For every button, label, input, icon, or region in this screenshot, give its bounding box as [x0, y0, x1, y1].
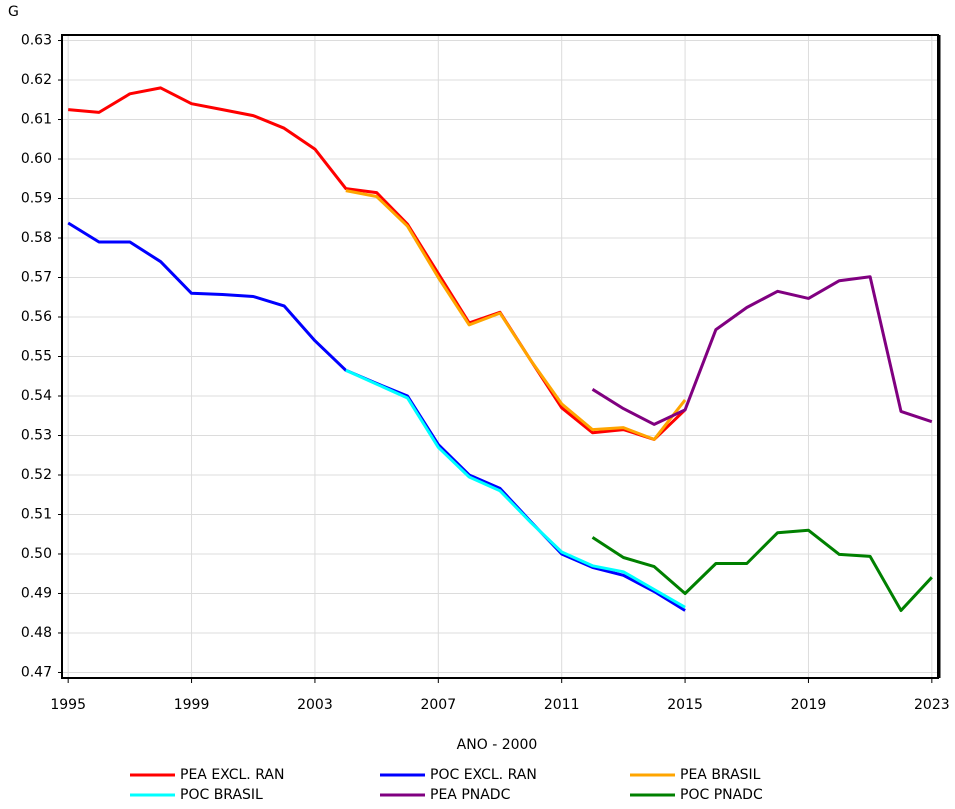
y-tick-label: 0.57 [21, 270, 52, 286]
y-tick-label: 0.58 [21, 230, 52, 246]
y-tick-label: 0.54 [21, 388, 52, 404]
legend-label: POC PNADC [680, 787, 763, 803]
y-tick-label: 0.62 [21, 72, 52, 88]
legend-label: PEA BRASIL [680, 767, 761, 783]
y-axis-label: G [8, 4, 19, 20]
x-axis-label: ANO - 2000 [457, 737, 538, 753]
y-tick-label: 0.50 [21, 546, 52, 562]
legend-label: PEA EXCL. RAN [180, 767, 284, 783]
y-tick-label: 0.48 [21, 625, 52, 641]
y-tick-label: 0.61 [21, 112, 52, 128]
series-line [345, 189, 687, 441]
y-tick-label: 0.63 [21, 33, 52, 49]
x-tick-label: 2003 [297, 697, 333, 713]
y-tick-label: 0.56 [21, 309, 52, 325]
y-tick-label: 0.53 [21, 427, 52, 443]
y-tick-label: 0.55 [21, 349, 52, 365]
series-line [68, 86, 687, 441]
legend-label: POC BRASIL [180, 787, 263, 803]
y-tick-label: 0.52 [21, 467, 52, 483]
legend-label: PEA PNADC [430, 787, 511, 803]
legend-label: POC EXCL. RAN [430, 767, 537, 783]
x-tick-label: 1999 [174, 697, 210, 713]
y-tick-label: 0.59 [21, 191, 52, 207]
y-tick-label: 0.60 [21, 151, 52, 167]
x-tick-label: 2015 [667, 697, 703, 713]
series-line [591, 528, 933, 612]
x-tick-label: 1995 [50, 697, 86, 713]
y-tick-label: 0.51 [21, 506, 52, 522]
series-line [345, 368, 686, 609]
x-tick-label: 2007 [420, 697, 456, 713]
y-tick-label: 0.49 [21, 585, 52, 601]
x-tick-label: 2023 [914, 697, 950, 713]
x-tick-label: 2011 [544, 697, 580, 713]
x-tick-label: 2019 [791, 697, 827, 713]
y-tick-label: 0.47 [21, 664, 52, 680]
series-line [591, 275, 933, 426]
series-line [67, 221, 686, 612]
